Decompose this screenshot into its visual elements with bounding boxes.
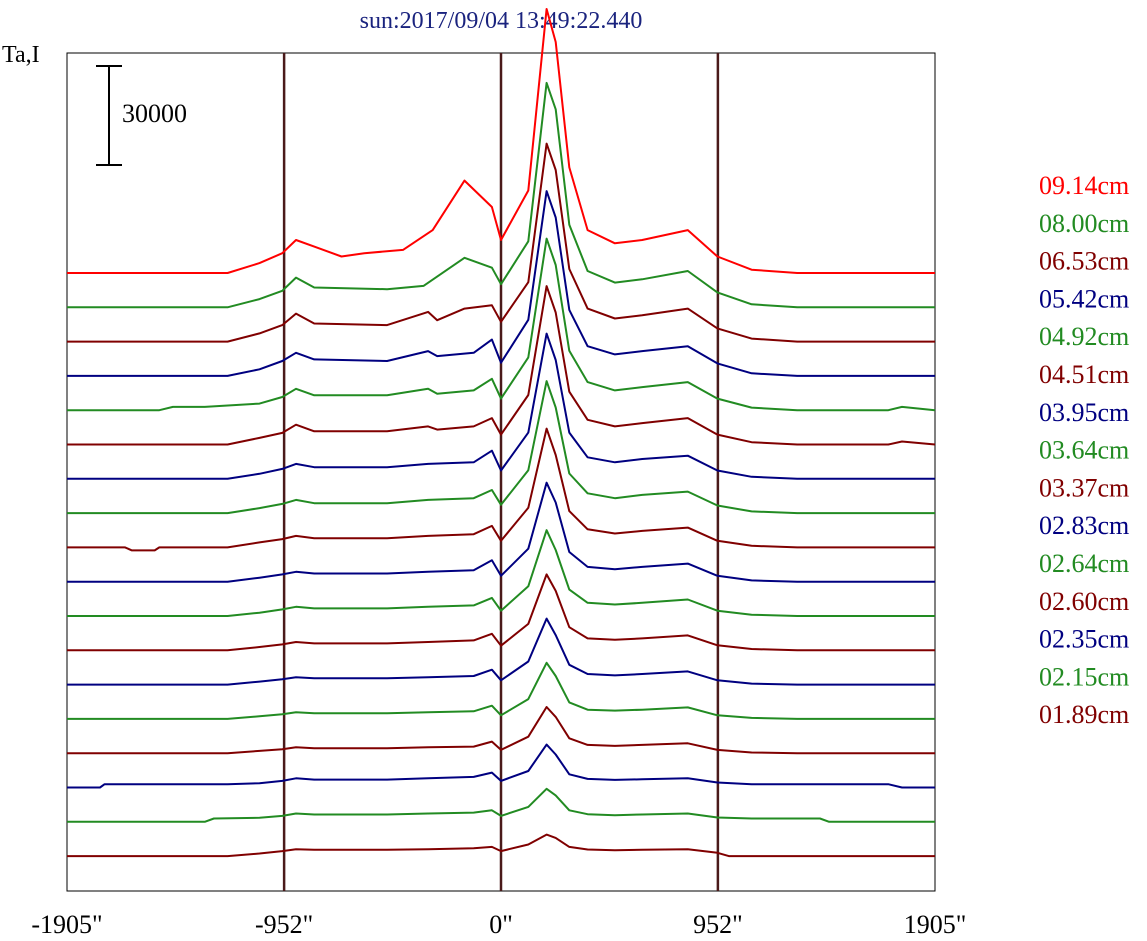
x-tick-labels: -1905" -952" 0" 952" 1905": [31, 910, 966, 939]
legend-entry: 02.15cm: [1039, 662, 1129, 691]
series-line: [67, 617, 935, 686]
legend-entry: 02.35cm: [1039, 625, 1129, 654]
scale-bar-label: 30000: [122, 99, 187, 128]
legend-entry: 04.92cm: [1039, 322, 1129, 351]
legend-entry: 02.64cm: [1039, 549, 1129, 578]
series-line: [67, 481, 935, 583]
series-layer: [67, 8, 936, 858]
series-line: [67, 706, 935, 755]
x-tick-label: 1905": [904, 910, 967, 939]
legend-entry: 08.00cm: [1039, 209, 1129, 238]
x-tick-label: -952": [255, 910, 313, 939]
legend-entry: 01.89cm: [1039, 700, 1129, 729]
series-line: [67, 190, 935, 377]
reference-lines: [282, 53, 720, 891]
series-line: [67, 573, 935, 652]
series-line: [67, 787, 935, 823]
legend: 09.14cm 08.00cm 06.53cm 05.42cm 04.92cm 04.51…: [1039, 171, 1129, 729]
series-line: [67, 285, 936, 446]
legend-entry: 03.64cm: [1039, 436, 1129, 465]
legend-entry: 06.53cm: [1039, 247, 1129, 276]
series-line: [67, 743, 935, 789]
series-line: [67, 427, 935, 552]
y-axis-label: Ta,I: [2, 42, 40, 68]
legend-entry: 02.83cm: [1039, 511, 1129, 540]
legend-entry: 03.37cm: [1039, 473, 1129, 502]
series-line: [67, 380, 935, 515]
series-line: [67, 529, 935, 617]
x-tick-label: 0": [489, 910, 513, 939]
legend-entry: 05.42cm: [1039, 284, 1129, 313]
scale-bar: 30000: [96, 65, 187, 166]
x-tick-label: -1905": [31, 910, 102, 939]
series-line: [67, 81, 935, 309]
series-line: [67, 142, 935, 343]
x-tick-label: 952": [693, 910, 743, 939]
series-line: [67, 332, 935, 480]
series-line: [67, 237, 936, 412]
legend-entry: 04.51cm: [1039, 360, 1129, 389]
series-line: [67, 661, 935, 720]
series-line: [67, 8, 935, 274]
chart-title: sun:2017/09/04 13:49:22.440: [360, 8, 643, 34]
legend-entry: 02.60cm: [1039, 587, 1129, 616]
series-line: [67, 833, 935, 858]
legend-entry: 09.14cm: [1039, 171, 1129, 200]
legend-entry: 03.95cm: [1039, 398, 1129, 427]
